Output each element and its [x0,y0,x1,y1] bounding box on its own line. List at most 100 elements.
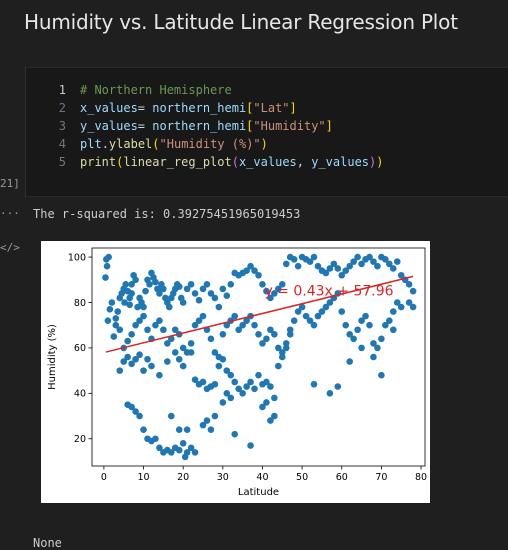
scatter-point [140,312,147,320]
code-token: x_values [238,155,297,169]
code-line[interactable]: 4 plt.ylabel("Humidity (%)") [26,135,508,153]
output-text: The r-squared is: 0.39275451965019453 [33,207,301,221]
output-none-text: None [33,536,62,550]
scatter-point [164,340,171,347]
scatter-point [191,321,199,329]
code-line[interactable]: 3 y_values= northern_hemi["Humidity"] [26,117,508,135]
scatter-point [191,376,199,384]
scatter-point [199,285,207,293]
scatter-point [235,326,242,334]
scatter-point [207,426,215,433]
line-number: 1 [58,83,66,97]
scatter-point [148,362,155,370]
code-token: "Lat" [253,101,290,115]
scatter-point [183,426,191,433]
scatter-point [231,312,239,320]
output-mime-tag[interactable]: </> [0,241,20,254]
x-tick-label: 20 [177,472,189,483]
code-token: = [137,119,153,133]
scatter-point [362,312,369,320]
code-line[interactable]: 5 print(linear_reg_plot(x_values, y_value… [26,153,508,171]
scatter-point [310,321,318,329]
scatter-point [259,281,266,288]
code-token: ] [325,119,333,133]
scatter-point [183,285,191,293]
code-cell[interactable]: 1 # Northern Hemisphere 2 x_values= norther… [25,67,508,197]
scatter-point [179,439,187,447]
scatter-point [326,299,334,306]
scatter-point [366,253,373,261]
output-gutter-menu[interactable]: ... [0,204,20,217]
scatter-point [302,312,310,320]
scatter-point [128,290,135,297]
scatter-point [370,353,377,361]
code-token: = [137,101,153,115]
code-line[interactable]: 2 x_values= northern_hemi["Lat"] [26,99,508,117]
scatter-point [374,344,381,352]
scatter-point [179,362,187,370]
code-line[interactable]: 1 # Northern Hemisphere [26,81,508,99]
code-editor[interactable]: 1 # Northern Hemisphere 2 x_values= norther… [26,81,508,171]
scatter-point [104,317,112,324]
scatter-point [271,330,278,338]
x-tick-label: 40 [256,472,268,483]
code-token: linear_reg_plot [123,155,232,169]
scatter-point [132,408,139,415]
scatter-point [278,349,286,356]
scatter-point [389,308,397,315]
scatter-point [160,326,167,334]
scatter-point [215,303,223,311]
scatter-point [106,306,114,313]
scatter-point [195,296,203,304]
code-token: [ [246,101,254,115]
scatter-point [121,299,128,306]
scatter-point [211,380,219,388]
scatter-point [166,303,173,311]
markdown-heading: Humidity vs. Latitude Linear Regression … [24,10,458,34]
code-token: ( [116,155,124,169]
line-number: 5 [58,155,66,169]
scatter-point [370,258,377,265]
scatter-point [247,442,254,449]
y-tick-label: 100 [68,252,86,263]
scatter-point [251,385,258,393]
scatter-point [275,362,282,370]
code-token: ( [231,155,239,169]
regression-line [105,275,414,353]
scatter-point [144,326,151,334]
scatter-point [191,449,199,456]
scatter-point [122,281,129,288]
y-tick-label: 40 [74,389,86,400]
scatter-point [179,299,187,306]
scatter-point [187,281,195,288]
scatter-point [294,308,302,315]
scatter-point [128,360,135,368]
scatter-point [187,349,195,356]
scatter-point [152,435,159,443]
scatter-point [409,287,417,295]
scatter-point [255,330,262,338]
scatter-point [132,355,139,363]
scatter-point [267,383,274,390]
scatter-point [140,303,147,311]
scatter-point [110,333,118,340]
code-token: ( [152,137,160,151]
code-token: ) [376,155,384,169]
scatter-point [116,326,124,334]
code-token: northern_hemi [152,101,247,115]
code-token: y_values [311,155,370,169]
scatter-point [108,299,116,306]
scatter-point [354,326,361,334]
scatter-point [156,317,163,324]
scatter-point [187,444,195,452]
scatter-point [160,285,167,293]
scatter-point [124,337,131,345]
scatter-point [275,344,282,352]
x-tick-label: 70 [375,472,387,483]
scatter-point [187,340,195,347]
y-tick-label: 80 [74,298,86,309]
scatter-point [124,353,131,361]
x-tick-label: 80 [415,472,427,483]
scatter-point [164,358,171,365]
scatter-point [105,253,112,261]
